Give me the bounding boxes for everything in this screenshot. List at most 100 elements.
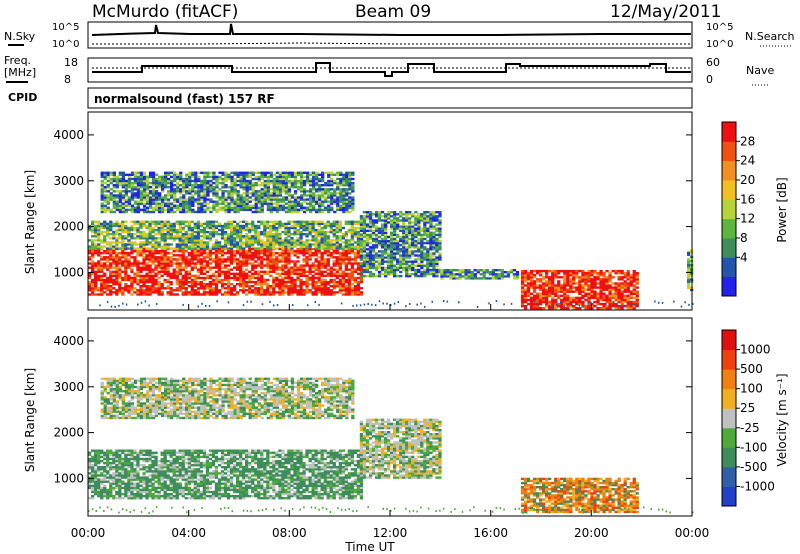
data-cell (302, 198, 307, 201)
data-cell (405, 241, 409, 245)
data-cell (284, 186, 289, 189)
data-cell (350, 289, 354, 292)
data-cell (330, 202, 334, 205)
data-cell (154, 184, 159, 187)
data-cell (136, 237, 140, 240)
data-cell (523, 307, 528, 310)
data-cell (344, 230, 348, 234)
data-cell (127, 276, 131, 280)
data-cell (239, 252, 243, 255)
data-cell (260, 247, 264, 250)
data-cell (106, 171, 110, 174)
data-cell (327, 192, 331, 195)
data-cell (548, 307, 552, 310)
data-cell (239, 250, 243, 253)
data-cell (581, 296, 585, 300)
data-cell (217, 268, 222, 271)
data-cell (575, 288, 579, 291)
data-cell (426, 260, 430, 263)
data-cell (329, 270, 333, 273)
data-cell (208, 220, 213, 223)
data-cell (202, 245, 207, 248)
data-cell (208, 247, 213, 250)
data-cell (109, 245, 113, 248)
data-cell (100, 190, 104, 193)
data-cell (193, 243, 197, 246)
data-cell (581, 294, 585, 297)
data-cell (167, 210, 171, 214)
data-cell (133, 228, 137, 232)
data-cell (435, 211, 439, 214)
data-cell (133, 192, 138, 195)
data-cell (161, 188, 165, 191)
data-cell (414, 244, 418, 247)
data-cell (330, 188, 334, 191)
data-cell (208, 289, 213, 292)
data-cell (251, 272, 255, 275)
data-cell (545, 302, 549, 306)
data-cell (157, 270, 161, 273)
data-cell (199, 230, 203, 234)
data-cell (169, 287, 173, 290)
data-cell (356, 247, 361, 250)
data-cell (371, 219, 376, 222)
data-cell (115, 256, 119, 259)
data-cell (293, 173, 298, 176)
data-cell (423, 241, 427, 245)
data-cell (112, 280, 116, 284)
data-cell (399, 248, 403, 251)
data-cell (281, 254, 285, 257)
data-cell (275, 264, 279, 267)
data-cell (130, 188, 135, 191)
data-cell (278, 245, 282, 248)
data-cell (239, 237, 243, 240)
data-cell (467, 277, 471, 280)
data-cell (160, 293, 164, 296)
data-cell (278, 173, 283, 176)
data-cell (112, 235, 116, 238)
data-cell (211, 258, 216, 261)
data-cell (214, 226, 219, 230)
data-cell (390, 235, 394, 239)
data-cell (263, 190, 267, 193)
data-cell (320, 254, 324, 257)
data-cell (281, 177, 286, 181)
data-cell (332, 245, 336, 248)
data-cell (218, 175, 222, 179)
data-cell (208, 254, 213, 257)
data-cell (575, 269, 579, 273)
data-cell (390, 233, 394, 237)
data-cell (423, 272, 427, 276)
data-cell (548, 290, 552, 293)
data-cell (429, 244, 433, 247)
data-cell (118, 272, 122, 275)
data-cell (338, 285, 342, 288)
data-cell (142, 190, 147, 193)
data-cell (278, 200, 283, 203)
data-cell (345, 202, 349, 205)
data-cell (344, 272, 348, 275)
data-cell (215, 190, 219, 193)
data-cell (127, 230, 131, 234)
data-cell (338, 254, 342, 257)
data-cell (266, 233, 270, 236)
data-cell (170, 204, 174, 207)
data-cell (324, 184, 328, 187)
data-cell (299, 270, 303, 273)
data-cell (390, 264, 394, 267)
data-cell (208, 233, 213, 236)
data-cell (520, 288, 525, 291)
data-cell (179, 190, 183, 193)
data-cell (239, 233, 243, 236)
data-cell (275, 208, 279, 212)
data-cell (106, 287, 110, 290)
data-cell (302, 228, 306, 232)
data-cell (193, 291, 197, 294)
data-cell (374, 235, 379, 239)
data-cell (236, 190, 240, 193)
data-cell (296, 289, 300, 292)
data-cell (287, 260, 291, 263)
data-cell (359, 287, 364, 290)
data-cell (97, 264, 101, 267)
data-cell (414, 235, 418, 239)
